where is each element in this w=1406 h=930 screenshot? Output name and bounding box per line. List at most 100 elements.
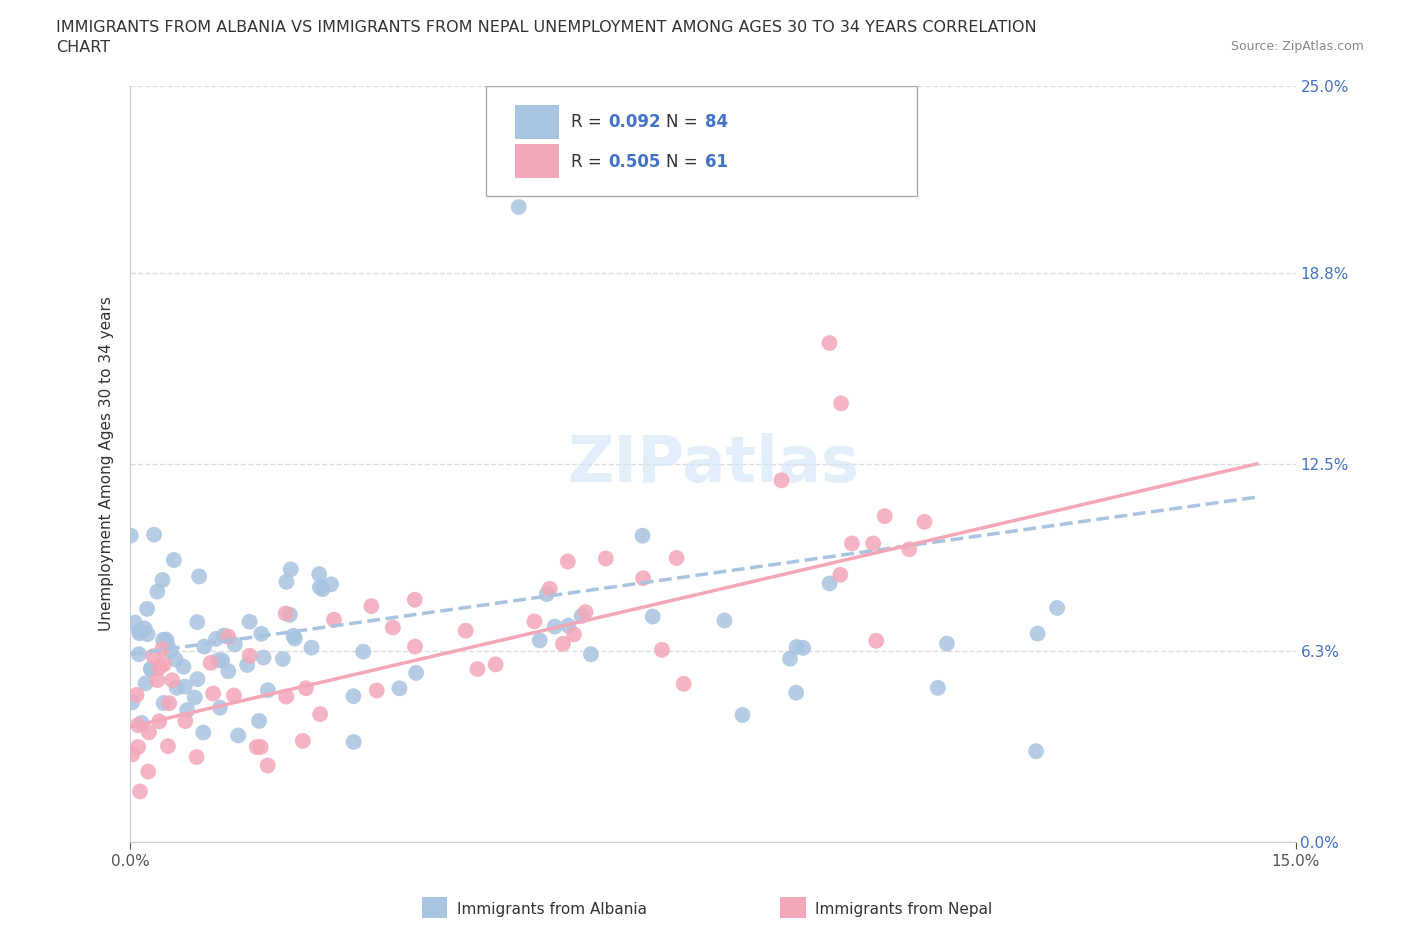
Point (523, 614, 546, 629)
Point (352, 644, 374, 659)
Point (146, 672, 169, 687)
Point (252, 650, 274, 665)
Point (278, 607, 301, 622)
Point (127, 739, 149, 754)
Point (239, 648, 262, 663)
Point (536, 587, 558, 602)
Point (641, 609, 664, 624)
Point (247, 713, 270, 728)
Point (818, 336, 841, 351)
Text: R =: R = (571, 153, 607, 171)
Point (131, 715, 153, 730)
Point (274, 606, 297, 621)
Point (188, 569, 211, 584)
Point (544, 619, 567, 634)
Point (360, 599, 382, 614)
Point (366, 683, 388, 698)
Point (202, 686, 225, 701)
Point (224, 637, 246, 652)
Text: Source: ZipAtlas.com: Source: ZipAtlas.com (1230, 40, 1364, 53)
Point (631, 571, 654, 586)
Point (538, 581, 561, 596)
Point (529, 633, 551, 648)
Point (770, 473, 793, 488)
Point (936, 636, 959, 651)
Point (873, 509, 896, 524)
Point (124, 615, 146, 630)
Point (651, 643, 673, 658)
Point (665, 551, 688, 565)
Point (186, 671, 208, 686)
Point (152, 696, 174, 711)
Point (1025, 744, 1047, 759)
Point (163, 552, 186, 567)
Point (152, 642, 174, 657)
Text: N =: N = (666, 153, 703, 171)
Point (295, 681, 318, 696)
Point (672, 676, 695, 691)
Point (173, 679, 195, 694)
Point (148, 714, 170, 729)
Point (208, 700, 231, 715)
Point (129, 784, 152, 799)
Text: 84: 84 (704, 113, 728, 130)
Point (508, 200, 530, 215)
Point (193, 725, 215, 740)
Point (284, 631, 307, 646)
Point (159, 644, 181, 658)
Point (343, 735, 366, 750)
Point (404, 639, 426, 654)
Y-axis label: Unemployment Among Ages 30 to 34 years: Unemployment Among Ages 30 to 34 years (100, 297, 114, 631)
Point (571, 608, 593, 623)
Point (226, 728, 249, 743)
Point (731, 708, 754, 723)
Point (467, 661, 489, 676)
Point (120, 528, 142, 543)
Point (136, 627, 159, 642)
Point (557, 554, 579, 569)
Point (865, 633, 887, 648)
Point (212, 628, 235, 643)
Point (786, 640, 808, 655)
Point (139, 661, 162, 676)
Point (172, 659, 194, 674)
Point (319, 577, 342, 591)
Point (912, 514, 935, 529)
Text: ZIPatlas: ZIPatlas (567, 432, 859, 495)
Point (156, 636, 179, 651)
Point (830, 396, 852, 411)
Point (152, 632, 174, 647)
Point (291, 734, 314, 749)
Point (256, 758, 278, 773)
Point (157, 696, 180, 711)
Point (562, 627, 585, 642)
Point (222, 688, 245, 703)
Point (217, 629, 239, 644)
Point (127, 718, 149, 733)
Text: Immigrants from Nepal: Immigrants from Nepal (815, 902, 993, 917)
Point (183, 690, 205, 705)
Point (484, 657, 506, 671)
Text: IMMIGRANTS FROM ALBANIA VS IMMIGRANTS FROM NEPAL UNEMPLOYMENT AMONG AGES 30 TO 3: IMMIGRANTS FROM ALBANIA VS IMMIGRANTS FR… (56, 20, 1036, 35)
Point (309, 707, 332, 722)
Point (551, 636, 574, 651)
Text: N =: N = (666, 113, 703, 130)
Text: CHART: CHART (56, 40, 110, 55)
Point (249, 739, 271, 754)
Point (308, 566, 330, 581)
Point (454, 623, 477, 638)
Point (176, 703, 198, 718)
Text: 0.092: 0.092 (607, 113, 661, 130)
Point (156, 738, 179, 753)
Point (128, 624, 150, 639)
Point (142, 649, 165, 664)
Point (160, 672, 183, 687)
Point (138, 725, 160, 740)
Point (280, 562, 302, 577)
Text: 0.505: 0.505 (607, 153, 661, 171)
Point (785, 685, 807, 700)
Point (713, 613, 735, 628)
Point (276, 575, 298, 590)
Point (381, 620, 404, 635)
Point (143, 527, 166, 542)
